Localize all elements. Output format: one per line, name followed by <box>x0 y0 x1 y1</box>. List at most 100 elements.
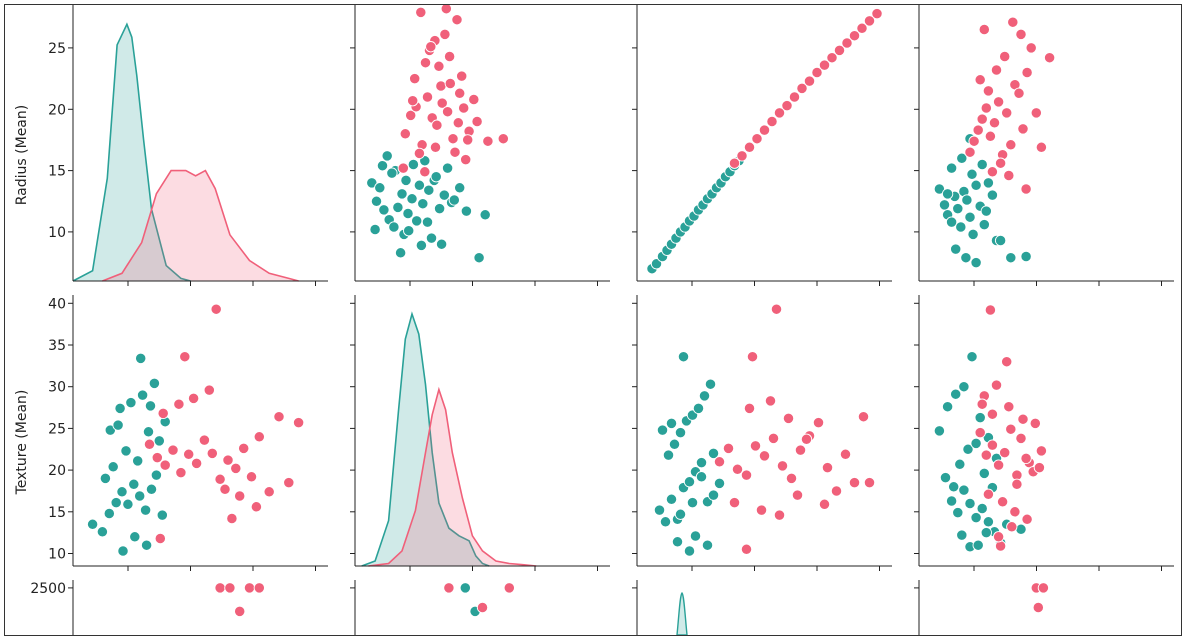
scatter-point <box>381 150 393 162</box>
scatter-point <box>1015 432 1027 445</box>
pairplot-figure: 10 15 20 25 10 15 20 25 30 35 40 2500 Radius (Mean)… <box>14 5 1174 635</box>
scatter-point <box>956 152 968 164</box>
scatter-point <box>662 449 675 461</box>
scatter-point <box>848 476 861 489</box>
scatter-point <box>142 426 155 438</box>
scatter-point <box>980 205 992 217</box>
scatter-point <box>154 532 166 545</box>
scatter-point <box>454 87 466 99</box>
scatter-point <box>143 438 156 450</box>
scatter-point <box>653 504 666 516</box>
scatter-point <box>283 476 295 489</box>
scatter-point <box>713 477 726 490</box>
scatter-point <box>659 516 672 528</box>
scatter-point <box>978 218 990 231</box>
scatter-point <box>988 117 1001 129</box>
scatter-point <box>406 193 418 205</box>
scatter-point <box>950 388 962 400</box>
scatter-point <box>396 188 408 200</box>
scatter-point <box>656 424 669 436</box>
scatter-point <box>976 158 988 171</box>
scatter-point <box>833 44 846 57</box>
scatter-point <box>482 135 494 147</box>
scatter-point <box>456 70 468 82</box>
scatter-point <box>234 490 246 502</box>
scatter-point <box>960 252 972 264</box>
scatter-point <box>796 82 808 95</box>
scatter-point <box>948 481 960 493</box>
scatter-point <box>190 457 203 470</box>
scatter-point <box>974 411 986 424</box>
scatter-point <box>1005 423 1017 435</box>
scatter-point <box>857 411 870 423</box>
scatter-point <box>856 22 868 34</box>
scatter-point <box>419 57 432 69</box>
y-tick-label: 20 <box>48 102 66 118</box>
scatter-point <box>999 50 1011 63</box>
scatter-point <box>132 455 144 467</box>
scatter-point <box>448 194 460 206</box>
scatter-point <box>800 433 813 445</box>
scatter-point <box>1035 445 1048 457</box>
scatter-point <box>403 225 415 237</box>
scatter-point <box>1015 28 1027 41</box>
scatter-point <box>243 582 256 594</box>
scatter-point <box>503 582 515 594</box>
scatter-point <box>1001 107 1013 119</box>
scatter-point <box>677 351 690 363</box>
scatter-point <box>407 158 420 171</box>
scatter-point <box>994 234 1007 247</box>
scatter-point <box>103 507 115 520</box>
scatter-point <box>447 133 459 145</box>
scatter-point <box>167 444 179 456</box>
scatter-point <box>399 128 411 140</box>
scatter-point <box>1037 582 1050 594</box>
scatter-point <box>471 115 483 128</box>
scatter-point <box>222 454 234 466</box>
scatter-point <box>1006 521 1018 533</box>
scatter-point <box>86 518 99 530</box>
scatter-point <box>788 91 801 103</box>
scatter-point <box>1007 16 1019 28</box>
scatter-point <box>374 182 386 194</box>
density-fill <box>73 24 191 282</box>
scatter-point <box>1017 123 1029 135</box>
density-fill <box>361 314 490 566</box>
scatter-point <box>990 64 1003 76</box>
density-line <box>368 386 537 567</box>
scatter-point <box>433 202 446 215</box>
scatter-point <box>1005 252 1017 264</box>
scatter-point <box>443 50 456 63</box>
scatter-point <box>982 177 995 189</box>
scatter-point <box>451 14 463 26</box>
scatter-point <box>473 252 485 264</box>
scatter-point <box>668 438 681 450</box>
scatter-point <box>436 97 448 109</box>
scatter-point <box>452 117 464 129</box>
scatter-point <box>421 216 434 228</box>
scatter-point <box>96 526 109 538</box>
scatter-point <box>938 199 951 211</box>
scatter-point <box>370 195 383 207</box>
scatter-point <box>128 478 140 490</box>
scatter-point <box>497 133 509 145</box>
scatter-point <box>950 243 962 255</box>
scatter-point <box>863 476 876 489</box>
scatter-point <box>722 442 735 455</box>
y-tick-label: 10 <box>48 547 66 563</box>
scatter-point <box>413 147 426 160</box>
scatter-point <box>226 512 238 525</box>
scatter-point <box>812 416 825 429</box>
density-fill <box>102 170 299 281</box>
scatter-point <box>966 168 978 180</box>
scatter-point <box>210 303 222 315</box>
scatter-point <box>976 502 988 515</box>
scatter-point <box>674 426 687 439</box>
y-tick-label: 15 <box>48 505 66 521</box>
scatter-point <box>773 107 786 119</box>
scatter-point <box>1020 452 1032 465</box>
scatter-point <box>386 167 398 179</box>
scatter-point <box>945 495 958 507</box>
scatter-point <box>994 157 1007 169</box>
figure-frame: 10 15 20 25 10 15 20 25 30 35 40 2500 Radius (Mean)… <box>4 4 1182 636</box>
